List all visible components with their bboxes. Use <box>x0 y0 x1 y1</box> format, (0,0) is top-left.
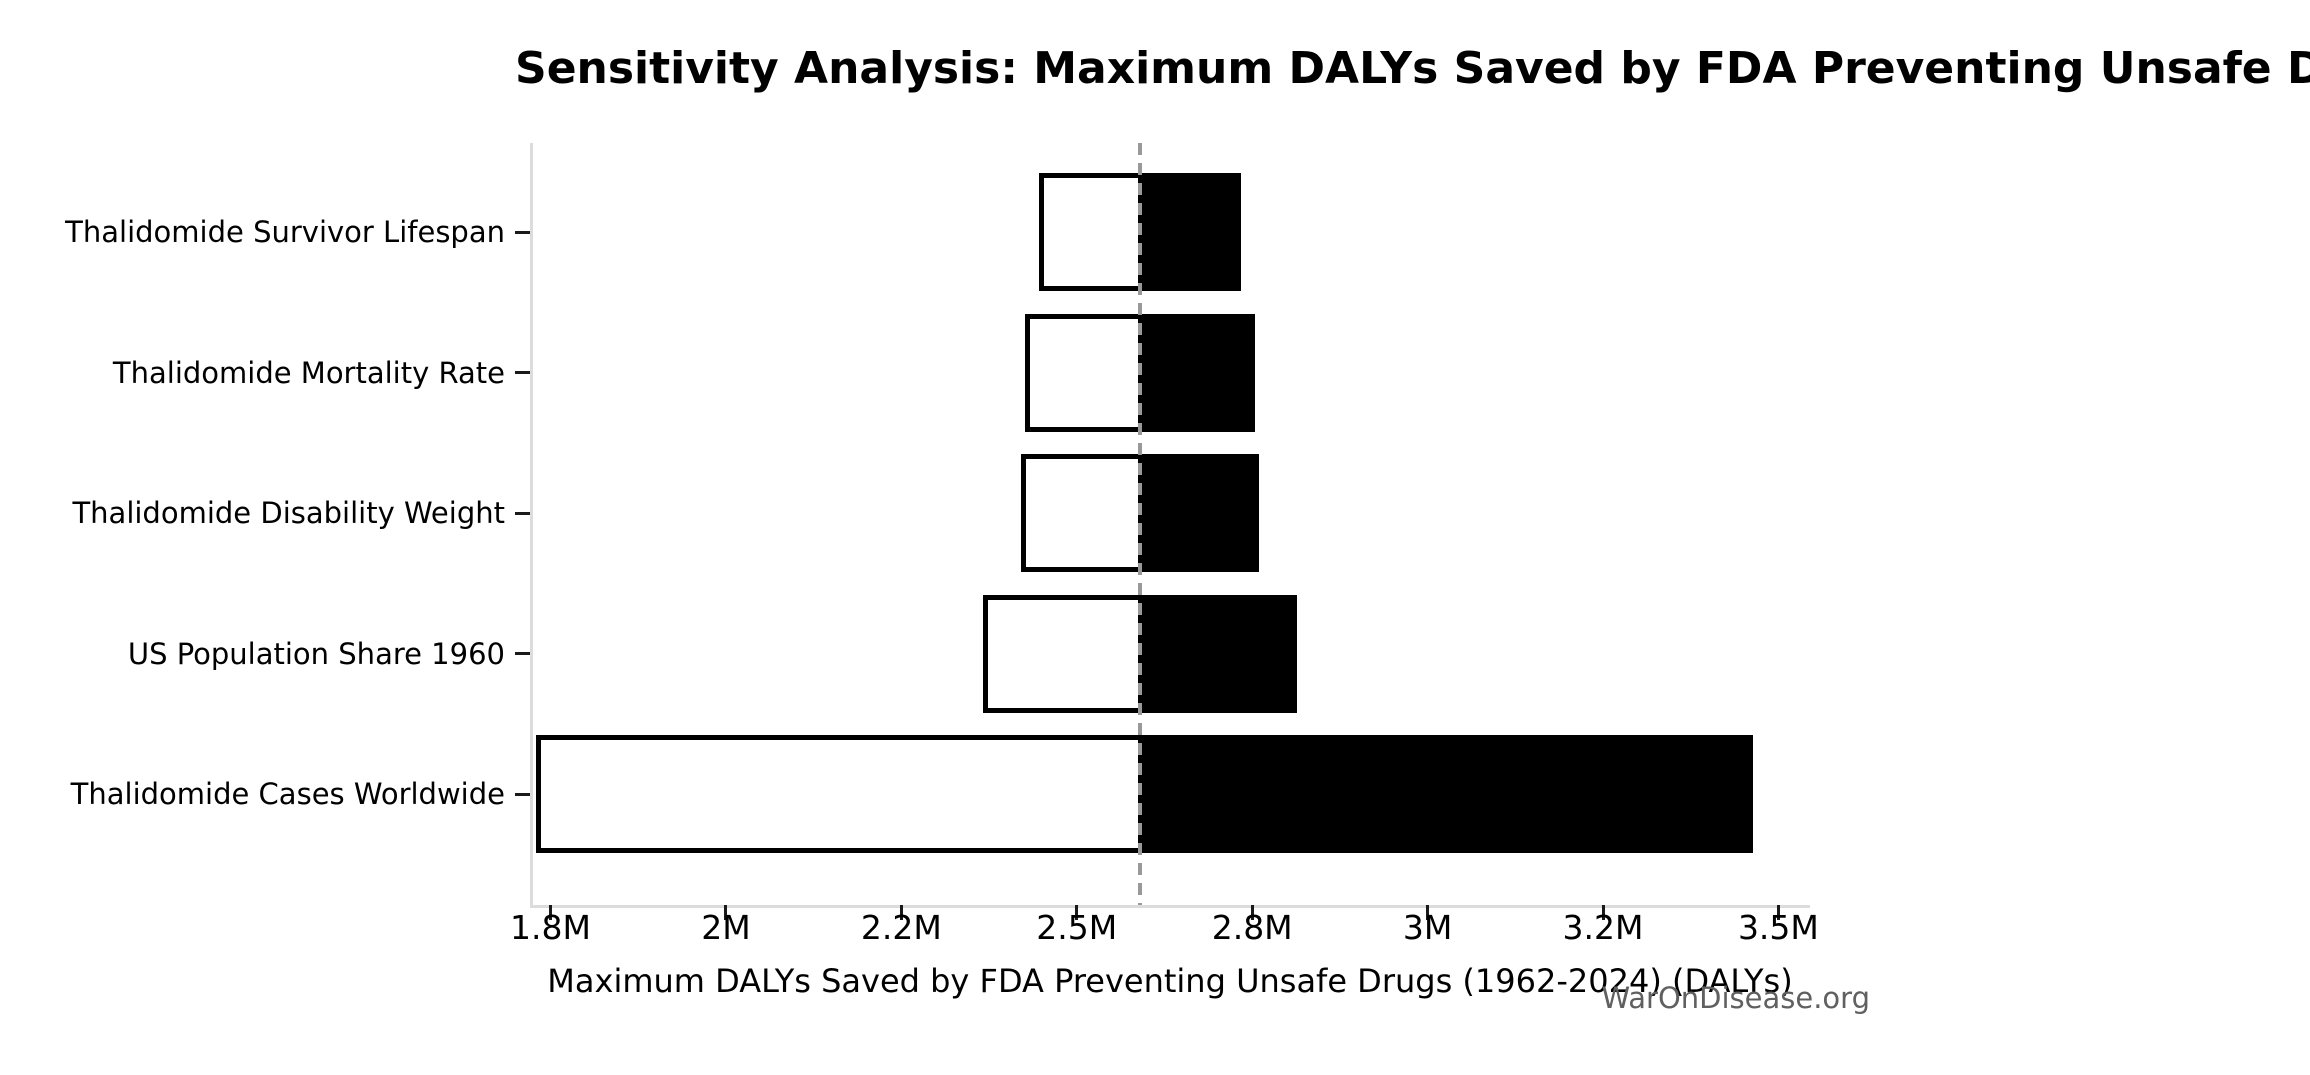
y-tick-mark <box>515 230 530 234</box>
y-tick-label: Thalidomide Cases Worldwide <box>70 777 505 811</box>
x-tick-mark <box>1075 905 1079 920</box>
bar-high-segment <box>1139 594 1298 713</box>
bar-low-segment <box>1024 313 1143 432</box>
x-axis-title: Maximum DALYs Saved by FDA Preventing Un… <box>547 962 1793 1000</box>
x-tick-mark <box>1776 905 1780 920</box>
bar-low-segment <box>535 735 1143 853</box>
x-tick-mark <box>1601 905 1605 920</box>
x-tick-mark <box>1250 905 1254 920</box>
y-tick-mark <box>515 511 530 515</box>
watermark: WarOnDisease.org <box>1601 981 1870 1015</box>
y-tick-label: Thalidomide Disability Weight <box>72 496 505 530</box>
bar-low-segment <box>1038 173 1143 291</box>
bar-low-segment <box>1021 454 1143 572</box>
bar-high-segment <box>1139 173 1242 291</box>
bar-high-segment <box>1139 735 1754 853</box>
x-tick-label: 2M <box>701 908 751 947</box>
x-tick-label: 2.2M <box>860 908 942 947</box>
y-tick-label: Thalidomide Survivor Lifespan <box>65 215 505 249</box>
x-tick-mark <box>899 905 903 920</box>
y-tick-mark <box>515 371 530 374</box>
x-tick-label: 2.5M <box>1036 908 1118 947</box>
x-tick-label: 3.2M <box>1562 908 1644 947</box>
bar-high-segment <box>1139 454 1259 572</box>
x-tick-label: 1.8M <box>510 908 591 947</box>
y-tick-mark <box>515 652 530 655</box>
y-tick-label: Thalidomide Mortality Rate <box>112 355 505 390</box>
x-tick-label: 2.8M <box>1211 908 1293 947</box>
x-tick-mark <box>549 905 553 920</box>
bar-high-segment <box>1139 313 1256 432</box>
y-tick-label: US Population Share 1960 <box>127 636 505 671</box>
x-tick-mark <box>1426 905 1430 920</box>
y-tick-mark <box>515 792 530 796</box>
x-tick-mark <box>724 905 728 920</box>
bar-low-segment <box>982 594 1143 713</box>
baseline-dashed-line <box>1137 143 1142 905</box>
x-tick-label: 3M <box>1402 908 1453 947</box>
chart-title: Sensitivity Analysis: Maximum DALYs Save… <box>515 43 2310 94</box>
plot-area: 1.8M 2M 2.2M 2.5M 2.8M 3M 3.2M 3.5M <box>510 143 1819 947</box>
x-tick-label: 3.5M <box>1737 908 1819 947</box>
